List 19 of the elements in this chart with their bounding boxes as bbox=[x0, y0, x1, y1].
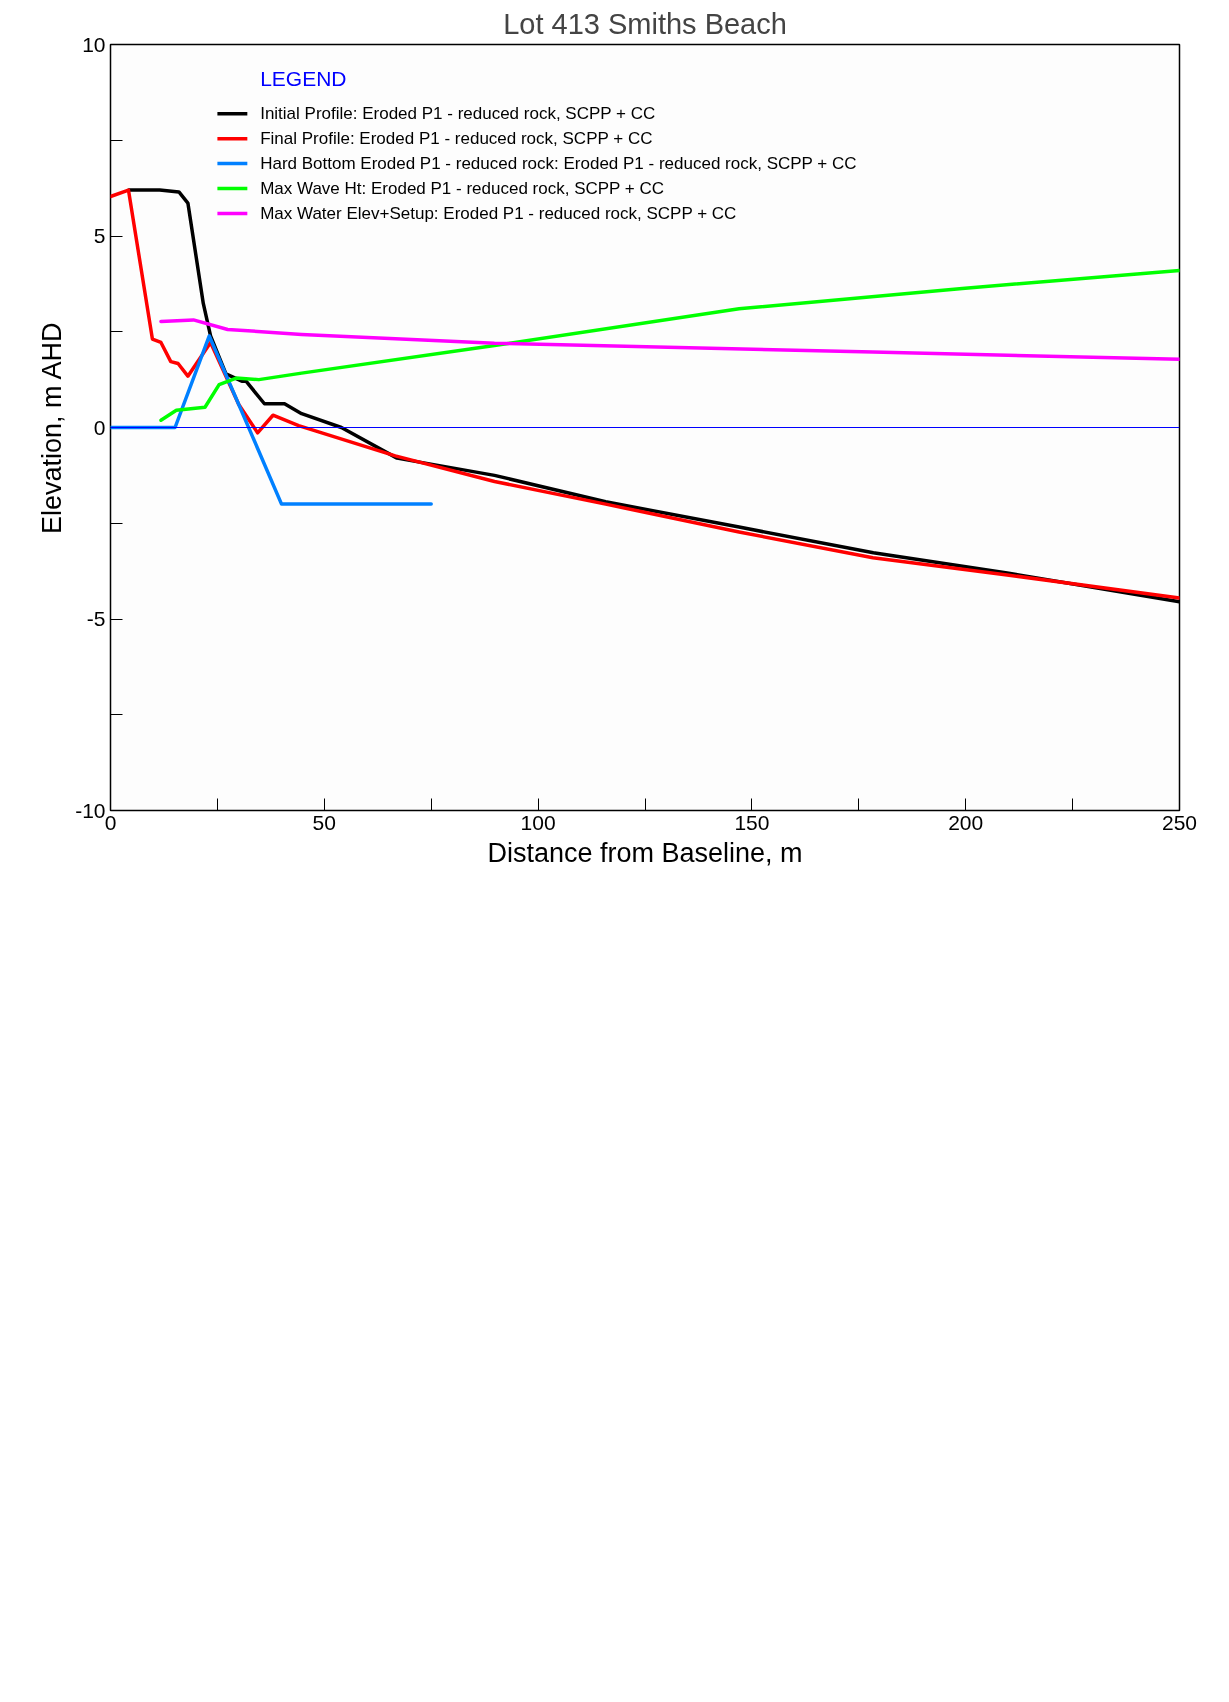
legend-label: Hard Bottom Eroded P1 - reduced rock: Eroded P1 - reduced rock, SCPP + CC bbox=[260, 154, 857, 174]
legend-title: LEGEND bbox=[260, 67, 347, 91]
legend-label: Max Wave Ht: Eroded P1 - reduced rock, SCPP + CC bbox=[260, 179, 665, 199]
y-tick-label: -10 bbox=[75, 798, 106, 822]
chart-title: Lot 413 Smiths Beach bbox=[503, 7, 787, 40]
x-tick-label: 50 bbox=[312, 810, 336, 834]
y-axis-title: Elevation, m AHD bbox=[37, 322, 68, 535]
y-tick-label: 5 bbox=[93, 224, 106, 247]
x-tick-label: 150 bbox=[734, 810, 770, 834]
x-axis-title: Distance from Baseline, m bbox=[487, 837, 803, 868]
y-tick-label: -5 bbox=[86, 607, 106, 630]
legend-label: Initial Profile: Eroded P1 - reduced rock, SCPP + CC bbox=[260, 104, 656, 124]
x-tick-label: 100 bbox=[520, 810, 556, 834]
legend-label: Final Profile: Eroded P1 - reduced rock, SCPP + CC bbox=[260, 129, 653, 149]
legend-label: Max Water Elev+Setup: Eroded P1 - reduced rock, SCPP + CC bbox=[260, 203, 737, 223]
x-tick-label: 250 bbox=[1161, 810, 1198, 834]
y-tick-label: 0 bbox=[93, 415, 106, 439]
y-tick-label: 10 bbox=[82, 32, 106, 56]
x-tick-label: 200 bbox=[948, 810, 984, 834]
